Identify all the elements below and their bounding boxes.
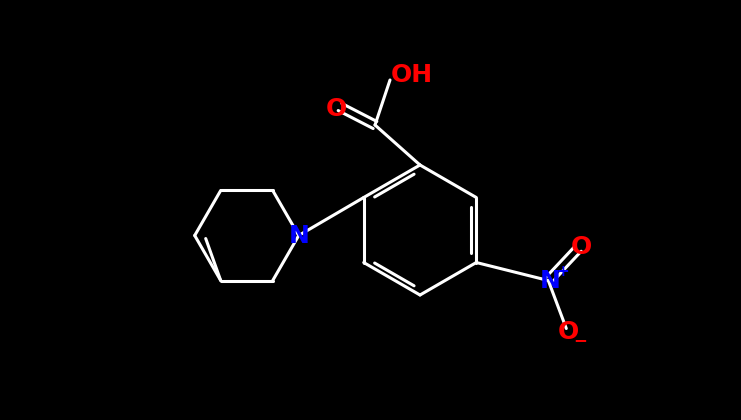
Text: N: N — [540, 268, 561, 292]
Text: +: + — [556, 264, 568, 279]
Text: O: O — [325, 97, 347, 121]
Text: N: N — [288, 223, 309, 247]
Text: −: − — [574, 331, 587, 349]
Text: OH: OH — [391, 63, 433, 87]
Text: O: O — [558, 320, 579, 344]
Text: O: O — [571, 234, 592, 258]
